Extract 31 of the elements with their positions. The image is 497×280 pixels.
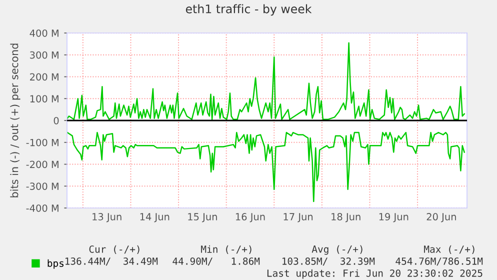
y-tick-label: -100 M (26, 138, 58, 146)
x-tick-label: 20 Jun (426, 213, 456, 222)
y-tick-label: -300 M (26, 182, 58, 190)
text: Min (-/+) (201, 245, 252, 254)
y-axis-title: bits in (-) / out (+) per second (10, 44, 20, 198)
y-tick-label: 100 M (30, 95, 58, 102)
legend-label: bps (48, 259, 64, 269)
text: Max (-/+) (424, 245, 474, 254)
text: 44.90M/ 1.86M (172, 257, 260, 266)
x-tick-label: 17 Jun (284, 213, 313, 222)
x-tick-label: 19 Jun (379, 213, 408, 222)
y-tick-label: -200 M (26, 160, 58, 168)
text: 103.85M/ 32.39M (282, 257, 375, 266)
y-tick-label: 400 M (30, 29, 58, 37)
y-tick-label: -400 M (26, 204, 58, 212)
text: 454.76M/786.51M (396, 257, 483, 266)
y-tick-label: 200 M (30, 73, 58, 81)
x-tick-label: 15 Jun (188, 213, 217, 222)
x-tick-label: 16 Jun (236, 213, 265, 222)
text: 136.44M/ 34.49M (66, 257, 158, 266)
x-tick-label: 18 Jun (332, 213, 360, 222)
text: Avg (-/+) (312, 245, 362, 255)
line-series (67, 132, 465, 202)
x-tick-label: 13 Jun (92, 213, 122, 222)
text: Last update: Fri Jun 20 23:30:02 2025 (267, 269, 482, 279)
text: Cur (-/+) (89, 245, 140, 254)
y-tick-label: 0 (54, 116, 59, 124)
line-series (67, 42, 465, 120)
chart-title: eth1 traffic - by week (186, 4, 312, 16)
x-tick-label: 14 Jun (140, 213, 170, 222)
y-tick-label: 300 M (30, 51, 58, 59)
